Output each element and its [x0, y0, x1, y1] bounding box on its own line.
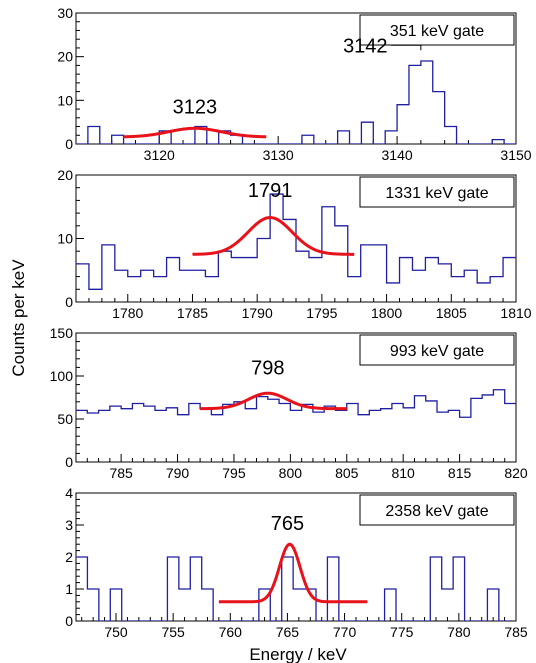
panel-3: 785 790 795 800 805 810 815 820 0 50 100 150 993 keV…: [50, 325, 528, 481]
y-tick-label: 3: [65, 517, 73, 533]
x-tick-label: 800: [279, 465, 303, 481]
x-tick-label: 3130: [263, 147, 294, 163]
x-tick-label: 3150: [500, 147, 531, 163]
x-tick-label: 795: [222, 465, 246, 481]
histogram-series: [76, 193, 516, 290]
y-tick-label: 0: [65, 136, 73, 152]
x-tick-label: 1785: [177, 305, 208, 321]
y-tick-label: 0: [65, 454, 73, 470]
x-tick-label: 1810: [500, 305, 531, 321]
y-tick-label: 0: [65, 294, 73, 310]
gate-label-box: [359, 176, 515, 208]
x-tick-label: 1800: [371, 305, 402, 321]
x-tick-label: 1805: [436, 305, 467, 321]
histogram-series: [76, 389, 516, 418]
x-tick-label: 765: [276, 624, 300, 640]
axes-frame: [75, 332, 517, 463]
gate-label-box: [359, 334, 515, 366]
x-tick-label: 3120: [144, 147, 175, 163]
y-tick-label: 2: [65, 549, 73, 565]
x-tick-label: 1790: [242, 305, 273, 321]
gate-label: 2358 keV gate: [385, 503, 488, 520]
y-tick-label: 20: [57, 49, 73, 65]
gate-label: 993 keV gate: [390, 343, 484, 360]
x-tick-label: 805: [335, 465, 359, 481]
peak-label: 765: [271, 513, 304, 535]
gate-label-box: [359, 494, 515, 526]
peak-label: 3123: [173, 96, 218, 118]
y-tick-label: 30: [57, 5, 73, 21]
fit-curve: [123, 126, 267, 139]
y-tick-label: 150: [50, 325, 74, 341]
x-tick-label: 1795: [306, 305, 337, 321]
panel-2: 1780 1785 1790 1795 1800 1805 1810 0 10 20 1331 ke…: [57, 167, 531, 321]
x-tick-label: 780: [447, 624, 471, 640]
x-tick-label: 755: [161, 624, 185, 640]
plot-area: [76, 542, 511, 621]
gate-label: 1331 keV gate: [385, 185, 488, 202]
x-tick-label: 815: [448, 465, 472, 481]
x-tick-label: 785: [504, 624, 528, 640]
fit-curve: [192, 216, 355, 256]
histogram-series: [76, 556, 511, 621]
plot-area: [76, 389, 516, 418]
y-tick-label: 50: [57, 411, 73, 427]
fit-curve: [218, 542, 368, 604]
x-tick-label: 3140: [382, 147, 413, 163]
y-axis-label: Counts per keV: [9, 259, 28, 377]
gate-label: 351 keV gate: [390, 23, 484, 40]
peak-label: 1791: [248, 180, 293, 202]
fit-curve: [200, 391, 347, 411]
y-tick-label: 100: [50, 368, 74, 384]
y-tick-label: 20: [57, 167, 73, 183]
plot-area: [76, 193, 516, 290]
x-tick-label: 775: [390, 624, 414, 640]
peak-label: 798: [251, 357, 284, 379]
y-tick-label: 10: [57, 92, 73, 108]
histogram-series: [76, 60, 516, 144]
x-tick-label: 760: [219, 624, 243, 640]
x-tick-label: 790: [166, 465, 190, 481]
x-tick-label: 785: [109, 465, 133, 481]
x-axis-label: Energy / keV: [249, 645, 347, 663]
y-tick-label: 1: [65, 581, 73, 597]
panel-1: 3120 3130 3140 3150 0 10 20 30 351 keV gate 3123 3…: [57, 5, 531, 163]
y-tick-label: 10: [57, 231, 73, 247]
x-tick-label: 750: [104, 624, 128, 640]
x-tick-label: 820: [504, 465, 528, 481]
x-tick-label: 810: [391, 465, 415, 481]
x-tick-label: 1780: [112, 305, 143, 321]
y-tick-label: 4: [65, 485, 73, 501]
x-tick-label: 770: [333, 624, 357, 640]
peak-label: 3142: [343, 35, 388, 57]
y-tick-label: 0: [65, 613, 73, 629]
panel-4: 750 755 760 765 770 775 780 785 0 1 2 3 4 2358 keV ga…: [65, 485, 528, 640]
gate-label-box: [359, 14, 515, 46]
peak-bracket: [391, 44, 422, 51]
plot-area: [76, 60, 516, 144]
